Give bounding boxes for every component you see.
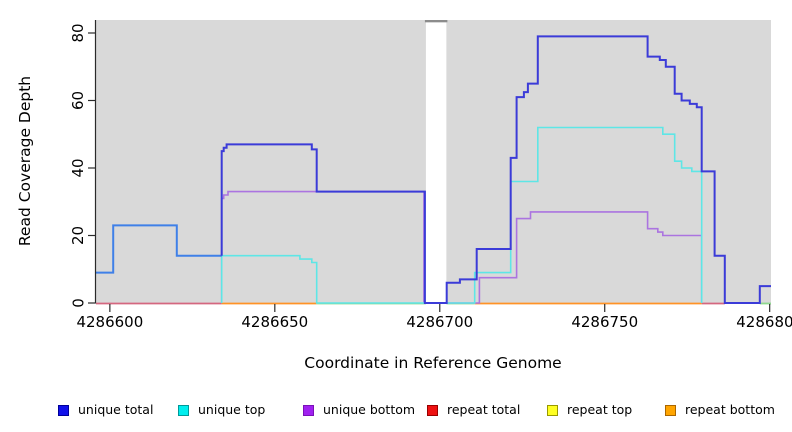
series-line-unique-top: [220, 126, 703, 304]
x-tick-label: 4286750: [571, 313, 638, 331]
legend-label: unique top: [198, 402, 266, 417]
plot-area: 0 20 40 60 80 4286600 4286650 4286700 4286750 428…: [16, 20, 792, 372]
legend-item-unique-top: unique top: [178, 403, 265, 417]
y-tick-label: 40: [69, 158, 87, 177]
legend-label: repeat top: [567, 402, 633, 417]
legend-item-repeat-bottom: repeat bottom: [665, 403, 775, 417]
y-axis-title: Read Coverage Depth: [16, 76, 34, 246]
legend-label: unique total: [78, 402, 154, 417]
legend: unique total unique top unique bottom repea…: [0, 399, 792, 425]
legend-swatch-icon: [178, 404, 189, 416]
legend-swatch-icon: [665, 404, 676, 416]
legend-swatch-icon: [547, 404, 558, 416]
legend-swatch-icon: [303, 404, 314, 416]
legend-label: unique bottom: [323, 402, 416, 417]
series-line-unique-total: [96, 224, 222, 274]
legend-label: repeat total: [447, 402, 521, 417]
legend-item-repeat-top: repeat top: [547, 403, 632, 417]
y-tick-label: 20: [69, 226, 87, 245]
series-line-unique-total: [220, 35, 771, 304]
x-tick-label: 4286800: [736, 313, 792, 331]
legend-item-unique-bottom: unique bottom: [303, 403, 415, 417]
y-tick-label: 60: [69, 91, 87, 110]
x-tick-label: 4286700: [406, 313, 473, 331]
masked-gap-region: [425, 22, 447, 305]
x-tick-label: 4286650: [241, 313, 308, 331]
legend-item-unique-total: unique total: [58, 403, 153, 417]
y-tick-label: 0: [69, 298, 87, 308]
legend-swatch-icon: [427, 404, 438, 416]
y-tick-label: 80: [69, 23, 87, 42]
legend-swatch-icon: [58, 404, 69, 416]
legend-label: repeat bottom: [685, 402, 775, 417]
x-axis-title: Coordinate in Reference Genome: [304, 354, 561, 372]
masked-gap-cap: [424, 20, 448, 23]
series-line-unique-bottom: [220, 190, 703, 304]
legend-item-repeat-total: repeat total: [427, 403, 520, 417]
x-tick-label: 4286600: [76, 313, 143, 331]
